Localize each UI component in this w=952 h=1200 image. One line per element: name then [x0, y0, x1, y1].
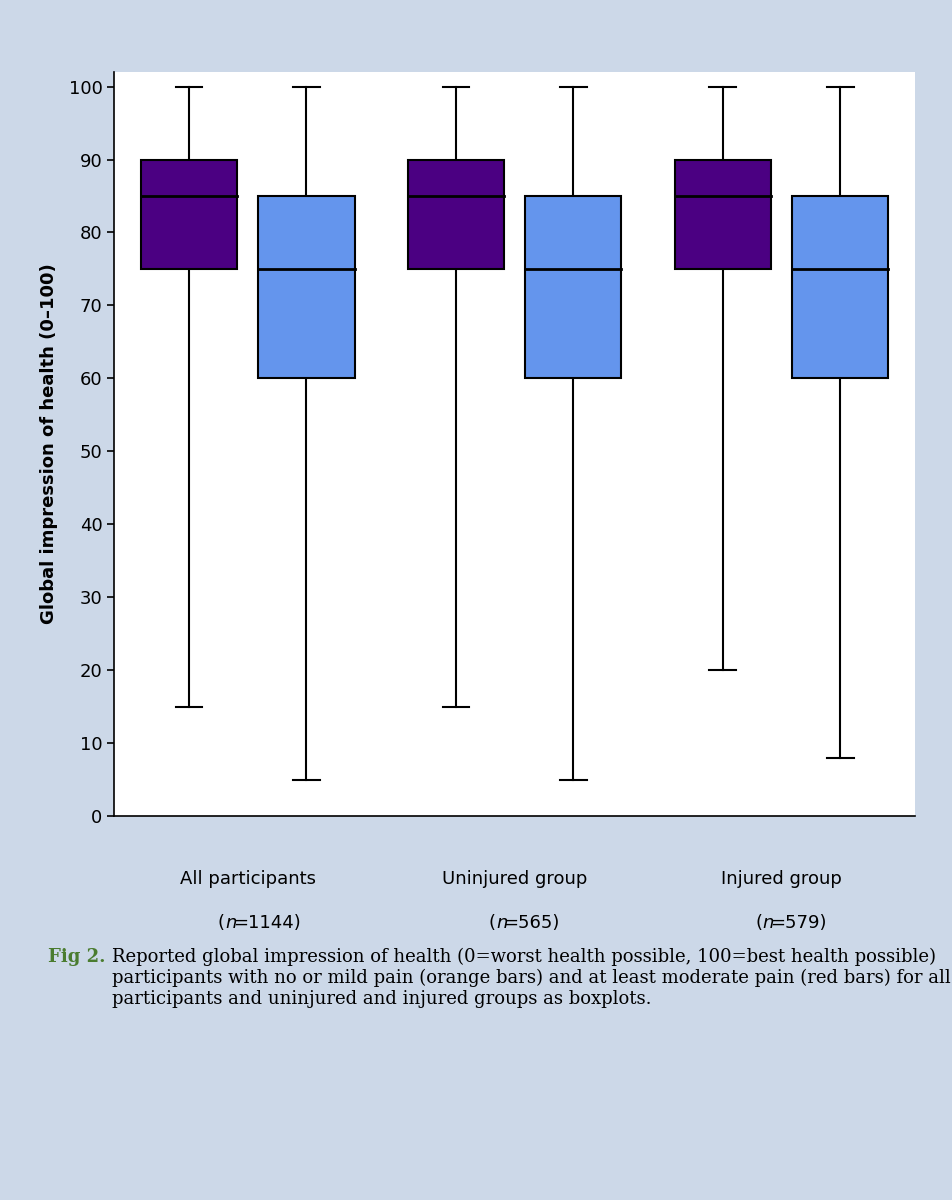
- Bar: [674, 160, 770, 269]
- Text: Reported global impression of health (0=worst health possible, 100=best health p: Reported global impression of health (0=…: [112, 948, 950, 1008]
- Bar: [141, 160, 237, 269]
- Text: =565): =565): [503, 914, 559, 932]
- Text: All participants: All participants: [180, 870, 315, 888]
- Bar: [258, 196, 354, 378]
- Text: Injured group: Injured group: [721, 870, 841, 888]
- Text: =1144): =1144): [232, 914, 300, 932]
- Bar: [525, 196, 621, 378]
- Text: n: n: [762, 914, 773, 932]
- Text: (: (: [487, 914, 495, 932]
- Y-axis label: Global impression of health (0–100): Global impression of health (0–100): [40, 264, 57, 624]
- Text: n: n: [495, 914, 506, 932]
- Text: Fig 2.: Fig 2.: [48, 948, 105, 966]
- Bar: [791, 196, 887, 378]
- Text: Uninjured group: Uninjured group: [442, 870, 586, 888]
- Text: n: n: [225, 914, 236, 932]
- Text: =579): =579): [769, 914, 825, 932]
- Bar: [407, 160, 504, 269]
- Text: (: (: [218, 914, 225, 932]
- Text: (: (: [754, 914, 762, 932]
